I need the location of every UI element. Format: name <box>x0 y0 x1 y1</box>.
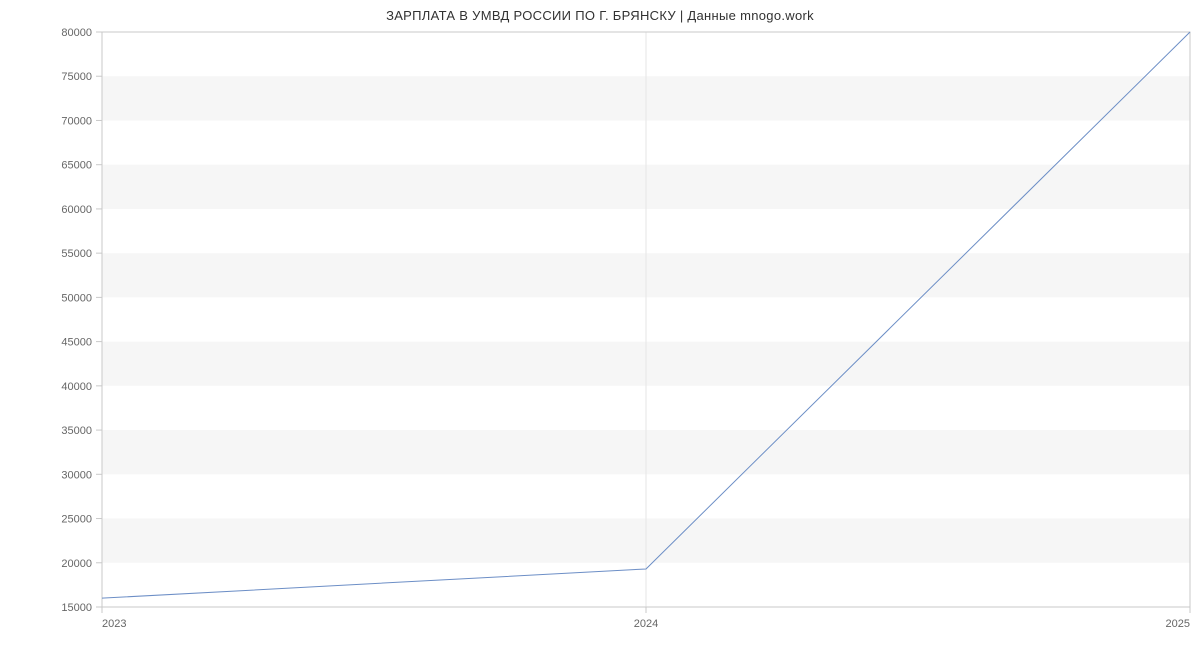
x-tick-label: 2024 <box>634 618 658 630</box>
y-tick-label: 40000 <box>61 381 92 393</box>
y-tick-label: 20000 <box>61 558 92 570</box>
y-tick-label: 55000 <box>61 248 92 260</box>
y-tick-label: 30000 <box>61 469 92 481</box>
line-chart: 15000 20000 25000 30000 35000 40000 45000 50000… <box>0 0 1200 650</box>
y-tick-label: 15000 <box>61 602 92 614</box>
y-tick-label: 60000 <box>61 204 92 216</box>
y-tick-label: 65000 <box>61 160 92 172</box>
y-tick-label: 25000 <box>61 514 92 526</box>
y-tick-label: 35000 <box>61 425 92 437</box>
y-tick-label: 45000 <box>61 337 92 349</box>
y-tick-label: 75000 <box>61 71 92 83</box>
x-tick-label: 2025 <box>1166 618 1190 630</box>
y-tick-label: 70000 <box>61 115 92 127</box>
chart-title: ЗАРПЛАТА В УМВД РОССИИ ПО Г. БРЯНСКУ | Д… <box>0 8 1200 23</box>
x-tick-label: 2023 <box>102 618 126 630</box>
y-tick-label: 50000 <box>61 292 92 304</box>
y-tick-label: 80000 <box>61 27 92 39</box>
